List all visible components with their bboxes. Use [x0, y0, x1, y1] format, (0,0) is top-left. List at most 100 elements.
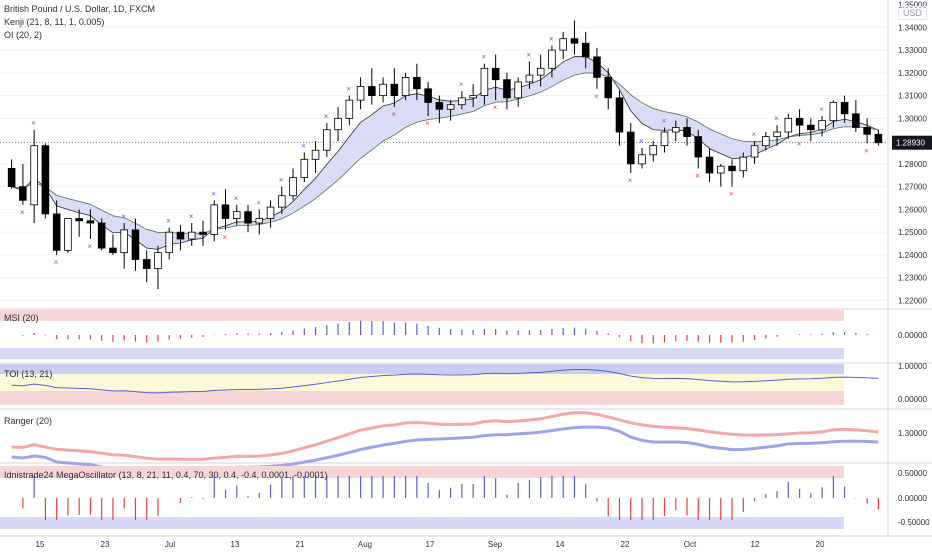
candle[interactable]	[165, 227, 173, 260]
candles-series[interactable]	[7, 20, 883, 290]
candle[interactable]	[525, 61, 534, 89]
candle[interactable]	[199, 220, 207, 246]
candle[interactable]	[615, 91, 624, 146]
candle[interactable]	[795, 109, 804, 137]
msi-pane-label[interactable]: MSI (20)	[4, 313, 39, 323]
candle[interactable]	[446, 100, 455, 121]
candle[interactable]	[142, 250, 151, 283]
ranger-pane-label[interactable]: Ranger (20)	[4, 416, 53, 426]
candle[interactable]	[368, 68, 376, 105]
candle[interactable]	[289, 168, 297, 201]
sell-marker: ×	[87, 242, 92, 251]
candle[interactable]	[86, 209, 95, 239]
oi-indicator-label[interactable]: OI (20, 2)	[4, 30, 43, 40]
candle[interactable]	[64, 218, 72, 253]
candle[interactable]	[401, 72, 410, 101]
candle[interactable]	[424, 81, 432, 117]
price-tick-label: 1.30000	[898, 114, 927, 123]
candle[interactable]	[356, 77, 365, 110]
candle[interactable]	[750, 141, 759, 164]
grid-lines	[0, 26, 888, 301]
candle[interactable]	[109, 234, 117, 255]
candle[interactable]	[480, 63, 489, 105]
time-tick-label: Jul	[165, 540, 175, 549]
candle[interactable]	[593, 47, 601, 89]
candle[interactable]	[570, 20, 579, 55]
price-axis[interactable]: 1.340001.330001.320001.310001.300001.290…	[887, 0, 932, 536]
candle[interactable]	[458, 91, 466, 110]
candle[interactable]	[345, 95, 354, 126]
price-tick-label: 1.32000	[898, 69, 927, 78]
candle[interactable]	[818, 116, 826, 137]
candle[interactable]	[413, 63, 421, 101]
candle[interactable]	[694, 129, 703, 169]
candle[interactable]	[559, 31, 567, 60]
candle[interactable]	[807, 118, 815, 142]
candle[interactable]	[176, 225, 185, 251]
candle[interactable]	[829, 100, 838, 128]
candle[interactable]	[255, 209, 264, 235]
candle[interactable]	[7, 159, 16, 189]
candle[interactable]	[784, 113, 793, 139]
candle[interactable]	[852, 100, 860, 133]
candle[interactable]	[334, 106, 342, 142]
mega-pane-label[interactable]: Idnistrade24 MegaOscillator (13, 8, 21, …	[4, 470, 328, 480]
candle[interactable]	[638, 147, 646, 169]
candle[interactable]	[840, 95, 849, 123]
candle[interactable]	[626, 122, 635, 173]
time-axis[interactable]: 15 23 Jul 13 21 Aug 17 Sep 14 22 Oct 12 20	[0, 535, 932, 549]
candle[interactable]	[19, 163, 27, 205]
candle[interactable]	[660, 127, 669, 153]
candle[interactable]	[187, 223, 196, 246]
mega-lower-zone	[0, 517, 844, 529]
sell-marker: ×	[391, 110, 396, 119]
candle[interactable]	[649, 141, 658, 162]
candle[interactable]	[41, 143, 50, 219]
kenji-indicator-label[interactable]: Kenji (21, 8, 11, 1, 0.005)	[4, 17, 105, 27]
candle[interactable]	[728, 159, 736, 187]
candle[interactable]	[739, 152, 748, 178]
candle[interactable]	[232, 204, 241, 226]
candle[interactable]	[581, 31, 590, 69]
candle[interactable]	[52, 200, 61, 255]
time-tick-label: 20	[816, 540, 825, 549]
candle[interactable]	[379, 77, 387, 103]
candle[interactable]	[30, 129, 38, 224]
candle[interactable]	[390, 68, 399, 107]
candle[interactable]	[604, 68, 612, 110]
candle[interactable]	[773, 125, 781, 146]
candle[interactable]	[311, 141, 320, 173]
candle[interactable]	[266, 200, 275, 228]
candle[interactable]	[717, 163, 725, 187]
candle[interactable]	[300, 152, 309, 183]
candle[interactable]	[469, 84, 477, 107]
candle[interactable]	[210, 200, 219, 242]
candle[interactable]	[671, 120, 680, 142]
candle[interactable]	[97, 218, 106, 251]
candle[interactable]	[278, 186, 286, 214]
candle[interactable]	[244, 204, 252, 233]
candle[interactable]	[491, 54, 500, 101]
candle[interactable]	[323, 122, 331, 158]
candle[interactable]	[536, 54, 545, 87]
candle[interactable]	[863, 118, 871, 144]
current-price-badge[interactable]	[892, 135, 932, 150]
candle[interactable]	[762, 132, 770, 151]
candle[interactable]	[131, 218, 140, 271]
candle[interactable]	[705, 147, 714, 183]
currency-badge[interactable]: USD	[898, 6, 928, 20]
candle[interactable]	[514, 77, 522, 107]
candle[interactable]	[221, 188, 230, 230]
oscillator-panes	[0, 308, 932, 529]
candle[interactable]	[435, 95, 444, 123]
candle[interactable]	[503, 72, 511, 110]
candle[interactable]	[548, 45, 556, 78]
candle[interactable]	[154, 245, 162, 290]
candle[interactable]	[75, 209, 83, 237]
candle[interactable]	[874, 129, 883, 146]
candle[interactable]	[120, 223, 128, 269]
candle[interactable]	[683, 118, 691, 146]
toi-pane-label[interactable]: TOI (13, 21)	[4, 369, 53, 379]
